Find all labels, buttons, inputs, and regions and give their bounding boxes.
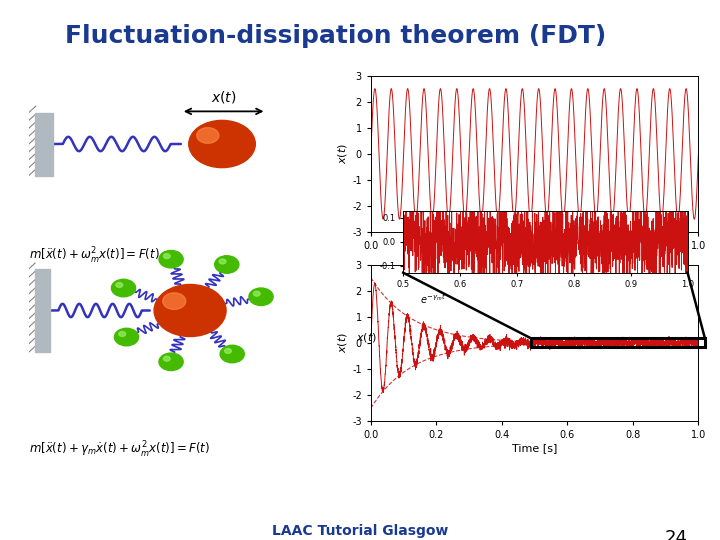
Y-axis label: $x(t)$: $x(t)$ [336,144,349,164]
Circle shape [220,345,244,363]
Text: $m[\ddot{x}(t) + \gamma_m\dot{x}(t) + \omega_m^2 x(t)] = F(t)$: $m[\ddot{x}(t) + \gamma_m\dot{x}(t) + \o… [29,440,210,460]
Circle shape [225,348,231,353]
Text: LAAC Tutorial Glasgow: LAAC Tutorial Glasgow [272,524,448,538]
Circle shape [219,259,226,264]
Bar [531,339,705,347]
Circle shape [163,293,186,309]
Bar [35,269,50,352]
Bar [35,112,53,176]
Circle shape [154,285,226,336]
Circle shape [119,332,125,336]
Text: Fluctuation-dissipation theorem (FDT): Fluctuation-dissipation theorem (FDT) [65,24,606,48]
Circle shape [189,120,256,167]
Circle shape [253,291,260,296]
Text: $e^{-\gamma_m t}$: $e^{-\gamma_m t}$ [420,292,446,306]
Circle shape [215,256,239,273]
Y-axis label: $x(t)$: $x(t)$ [336,333,349,353]
Text: $x(t)$: $x(t)$ [211,89,236,105]
Circle shape [116,282,122,287]
Circle shape [159,251,183,268]
Circle shape [114,328,138,346]
Circle shape [163,254,170,259]
Circle shape [112,279,135,297]
Circle shape [197,127,219,143]
Circle shape [159,353,183,370]
Circle shape [163,356,170,361]
Text: $m[\ddot{x}(t) + \omega_m^2 x(t)] = F(t)$: $m[\ddot{x}(t) + \omega_m^2 x(t)] = F(t)… [29,246,159,266]
X-axis label: Time [s]: Time [s] [512,443,557,453]
Text: 24: 24 [665,529,688,540]
Circle shape [249,288,273,306]
Text: $x(t)$: $x(t)$ [356,331,377,344]
